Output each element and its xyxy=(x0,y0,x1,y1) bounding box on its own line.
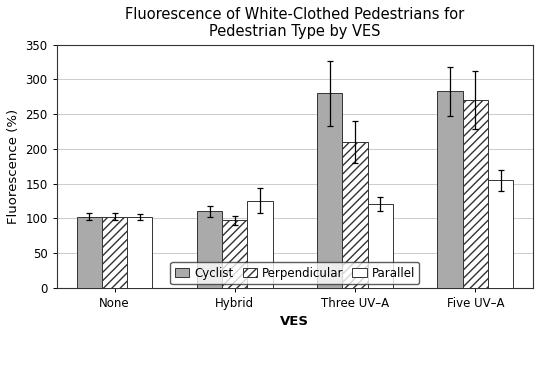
Bar xyxy=(368,204,393,288)
Bar xyxy=(437,91,463,288)
Y-axis label: Fluorescence (%): Fluorescence (%) xyxy=(7,109,20,224)
Bar xyxy=(247,201,273,288)
Bar xyxy=(317,93,342,288)
Bar xyxy=(197,211,222,288)
Bar xyxy=(463,100,488,288)
Legend: Cyclist, Perpendicular, Parallel: Cyclist, Perpendicular, Parallel xyxy=(170,262,420,284)
Bar xyxy=(488,180,513,288)
Bar xyxy=(342,142,368,288)
Bar xyxy=(127,217,152,288)
Bar xyxy=(222,220,247,288)
Bar xyxy=(77,217,102,288)
Bar xyxy=(102,217,127,288)
X-axis label: VES: VES xyxy=(280,315,309,328)
Title: Fluorescence of White-Clothed Pedestrians for
Pedestrian Type by VES: Fluorescence of White-Clothed Pedestrian… xyxy=(125,7,464,39)
